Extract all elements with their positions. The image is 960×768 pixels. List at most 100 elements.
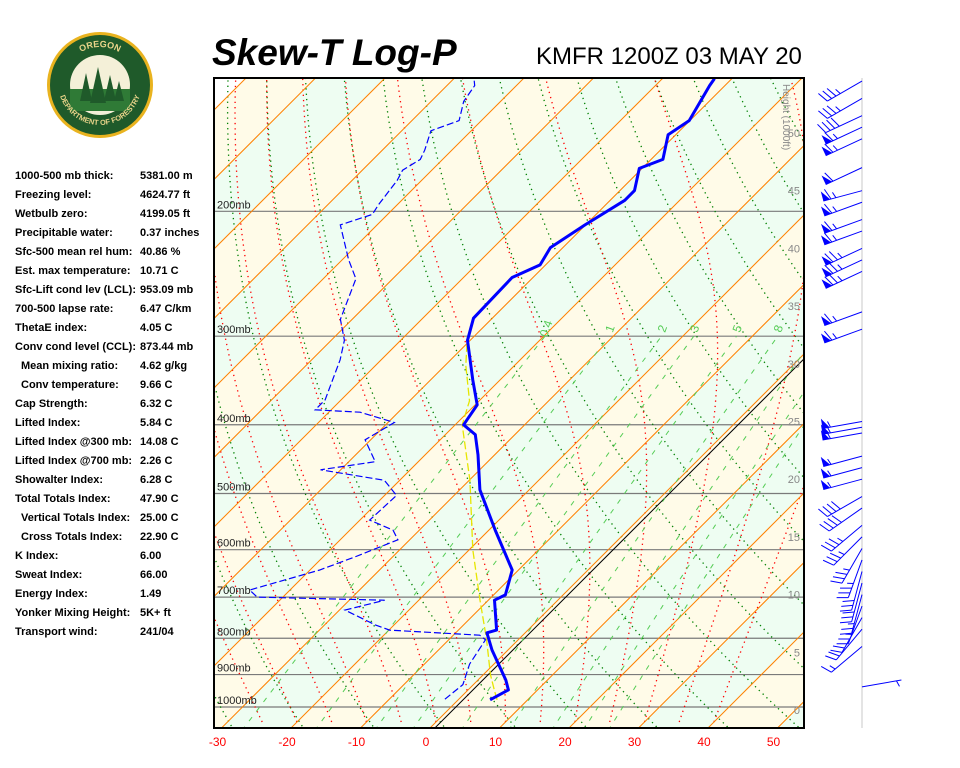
wind-barb-flag bbox=[822, 559, 834, 566]
wind-barb bbox=[825, 628, 863, 661]
wind-barb-half-flag bbox=[832, 333, 838, 339]
dry-adiabat-line bbox=[382, 78, 730, 728]
wind-barb-pennant bbox=[820, 316, 831, 326]
wind-barb-staff bbox=[827, 80, 863, 102]
moist-adiabat-line bbox=[234, 78, 402, 723]
stat-value: 66.00 bbox=[140, 569, 168, 581]
wind-barb-half-flag bbox=[829, 665, 836, 670]
stat-label: Wetbulb zero: bbox=[15, 208, 88, 220]
isobar-label: 200mb bbox=[217, 199, 251, 211]
stability-indices-panel: 1000-500 mb thick: 5381.00 m Freezing leve… bbox=[15, 169, 215, 644]
wind-barb-staff bbox=[823, 190, 863, 202]
wind-barb-staff bbox=[851, 594, 863, 634]
isobar-label: 900mb bbox=[217, 663, 251, 675]
stat-value: 4624.77 ft bbox=[140, 189, 191, 201]
stat-value: 40.86 % bbox=[140, 246, 181, 258]
wind-barb-flag bbox=[839, 621, 852, 624]
wind-barb-staff bbox=[828, 507, 863, 532]
stat-label: Vertical Totals Index: bbox=[21, 512, 131, 524]
height-tick-label: 20 bbox=[788, 474, 800, 486]
wind-barb bbox=[819, 507, 863, 532]
height-tick-label: 5 bbox=[794, 647, 800, 659]
isobar-label: 700mb bbox=[217, 585, 251, 597]
stat-row: Sfc-Lift cond lev (LCL): 953.09 mb bbox=[15, 283, 215, 302]
height-tick-label: 10 bbox=[788, 590, 800, 602]
wind-barb-staff bbox=[851, 571, 863, 611]
wind-barb bbox=[821, 271, 863, 289]
wind-barb bbox=[839, 571, 863, 612]
temperature-tick-label: 30 bbox=[628, 735, 642, 749]
wind-barb-flag bbox=[828, 262, 838, 272]
wind-barb bbox=[820, 646, 863, 673]
wind-barb bbox=[818, 496, 863, 517]
wind-barb-staff bbox=[831, 646, 863, 673]
wind-barb-half-flag bbox=[832, 315, 838, 322]
wind-barb-flag bbox=[822, 506, 833, 515]
wind-barb-flag bbox=[828, 274, 838, 284]
wind-barb-flag bbox=[824, 203, 833, 214]
stat-row: Freezing level: 4624.77 ft bbox=[15, 188, 215, 207]
height-axis-label: Height (1000ft) bbox=[780, 84, 791, 150]
wind-barb bbox=[820, 219, 863, 234]
wind-barb-flag bbox=[842, 599, 855, 603]
stat-row: Energy Index: 1.49 bbox=[15, 587, 215, 606]
wind-barb-pennant bbox=[820, 191, 831, 202]
stat-label: Sfc-500 mean rel hum: bbox=[15, 246, 133, 258]
wind-barb bbox=[817, 115, 863, 134]
wind-barb-half-flag bbox=[827, 481, 832, 488]
wind-barb-flag bbox=[832, 645, 845, 649]
wind-barb-flag bbox=[818, 93, 828, 102]
temperature-tick-label: 0 bbox=[423, 735, 430, 749]
wind-barb-staff bbox=[823, 478, 863, 491]
wind-barb-staff bbox=[822, 432, 863, 441]
wind-barb-flag bbox=[826, 105, 837, 114]
moist-adiabat-line bbox=[214, 615, 263, 723]
wind-barb-flag bbox=[841, 604, 853, 607]
dry-adiabat-line bbox=[55, 79, 163, 731]
height-tick-label: 15 bbox=[788, 532, 800, 544]
wind-barb-staff bbox=[847, 559, 863, 598]
wind-barb bbox=[820, 467, 863, 479]
stat-label: Mean mixing ratio: bbox=[21, 360, 119, 372]
stat-label: Lifted Index: bbox=[15, 417, 81, 429]
wind-barb bbox=[820, 524, 863, 552]
wind-barb-flag bbox=[818, 110, 828, 119]
wind-barb-flag bbox=[828, 538, 840, 546]
stat-row: Sfc-500 mean rel hum: 40.86 % bbox=[15, 245, 215, 264]
stat-value: 4199.05 ft bbox=[140, 208, 191, 220]
dewpoint-line bbox=[248, 78, 487, 700]
wind-barb-flag bbox=[819, 523, 830, 532]
wind-barb-flag bbox=[824, 264, 834, 274]
wind-barb-flag bbox=[828, 251, 838, 261]
stat-value: 5K+ ft bbox=[140, 607, 171, 619]
wind-barb bbox=[830, 617, 863, 653]
wind-barb-flag bbox=[830, 649, 843, 653]
wind-barb-staff bbox=[822, 421, 863, 429]
wind-barb-half-flag bbox=[896, 680, 900, 687]
wind-barb-flag bbox=[824, 541, 836, 549]
temperature-tick-label: 20 bbox=[558, 735, 572, 749]
wind-barb-pennant bbox=[820, 456, 831, 467]
wind-barb-pennant bbox=[820, 468, 831, 479]
stat-value: 6.00 bbox=[140, 550, 162, 562]
isobar-label: 600mb bbox=[217, 538, 251, 550]
dry-adiabat-line bbox=[304, 78, 588, 728]
stat-label: 700-500 lapse rate: bbox=[15, 303, 114, 315]
wind-barb-staff bbox=[825, 167, 863, 185]
stat-label: Sfc-Lift cond lev (LCL): bbox=[15, 284, 136, 296]
moist-adiabat-line bbox=[396, 78, 545, 723]
moist-adiabat-line bbox=[214, 530, 298, 723]
height-tick-label: 45 bbox=[788, 186, 800, 198]
stat-value: 22.90 C bbox=[140, 531, 179, 543]
stat-row: Vertical Totals Index: 25.00 C bbox=[15, 511, 215, 530]
parcel-trace-line bbox=[461, 336, 498, 700]
wind-barb-half-flag bbox=[843, 568, 850, 571]
dry-adiabat-line bbox=[537, 78, 804, 543]
temperature-tick-label: 10 bbox=[489, 735, 503, 749]
isobar-label: 500mb bbox=[217, 482, 251, 494]
stat-row: 1000-500 mb thick: 5381.00 m bbox=[15, 169, 215, 188]
stat-value: 4.62 g/kg bbox=[140, 360, 188, 372]
wind-barb-flag bbox=[824, 330, 833, 341]
wind-barb-half-flag bbox=[837, 537, 844, 542]
